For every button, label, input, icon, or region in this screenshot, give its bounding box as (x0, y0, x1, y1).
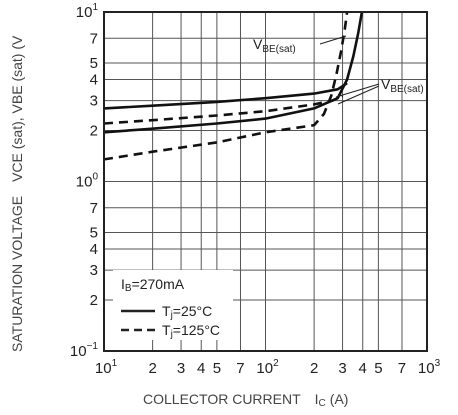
annotation-vbe-arrow-2 (337, 85, 380, 105)
legend-ib: IB=270mA (121, 276, 185, 294)
annotation-vbe-arrow-1 (335, 83, 380, 98)
x-tick-label: 4 (359, 360, 367, 377)
legend-tj125: Tj=125°C (162, 322, 220, 340)
y-tick-label: 100 (76, 172, 99, 191)
x-tick-label: 2 (310, 360, 318, 377)
y-tick-label: 3 (90, 93, 98, 110)
series-tj25-vbesat (103, 82, 348, 110)
y-axis-title: SATURATION VOLTAGEVCE (sat), VBE (sat) (… (9, 35, 25, 352)
annotation-vce-arrow (319, 35, 347, 45)
x-tick-label: 5 (213, 360, 221, 377)
x-tick-label: 5 (374, 360, 382, 377)
legend-tj25: Tj=25°C (162, 303, 212, 321)
x-tick-label: 102 (256, 358, 279, 377)
x-tick-label: 4 (197, 360, 205, 377)
x-tick-label: 103 (418, 358, 441, 377)
x-tick-label: 7 (398, 360, 406, 377)
y-tick-label: 2 (90, 292, 98, 309)
annotation-vce-label: VBE(sat) (253, 36, 296, 55)
y-tick-label: 7 (90, 200, 98, 217)
x-tick-label: 3 (177, 360, 185, 377)
x-tick-label: 2 (148, 360, 156, 377)
y-tick-label: 101 (76, 2, 99, 21)
x-axis-title: COLLECTOR CURRENT IC (A) (143, 391, 348, 409)
y-tick-label: 2 (90, 122, 98, 139)
legend-background (113, 270, 233, 340)
y-tick-label: 3 (90, 262, 98, 279)
annotation-vce: VBE(sat) (253, 35, 347, 55)
series-tj125-vbesat (103, 94, 344, 125)
annotation-vbe: VBE(sat) (335, 76, 424, 105)
plot-frame (103, 11, 428, 352)
annotation-vbe-label: VBE(sat) (381, 76, 424, 95)
series-tj125-vcesat (103, 11, 349, 161)
series-layer (103, 11, 364, 161)
y-tick-label: 10−1 (70, 341, 99, 360)
x-tick-label: 101 (95, 358, 118, 377)
x-tick-label: 3 (338, 360, 346, 377)
y-tick-label: 5 (90, 55, 98, 72)
y-tick-label: 4 (90, 241, 98, 258)
legend: IB=270mA Tj=25°C Tj=125°C (113, 270, 233, 340)
series-tj25-vcesat (103, 11, 364, 134)
y-tick-label: 5 (90, 225, 98, 242)
y-tick-label: 4 (90, 71, 98, 88)
x-tick-label: 7 (236, 360, 244, 377)
x-tick-labels: 101 2 3 4 5 7 102 2 3 4 5 7 103 (95, 358, 441, 377)
y-tick-label: 7 (90, 30, 98, 47)
